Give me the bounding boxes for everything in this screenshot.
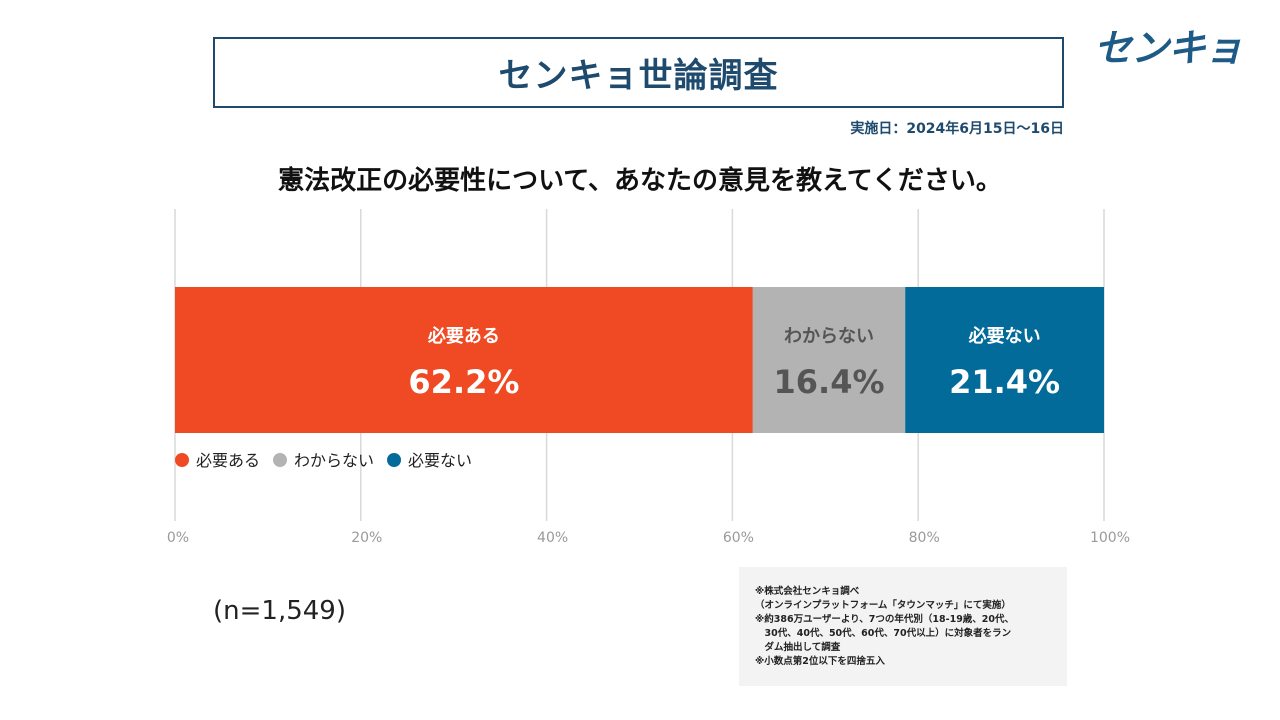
legend-marker: [387, 453, 402, 467]
senkyo-logo: センキョ: [1094, 26, 1243, 70]
footnote-line: ダム抽出して調査: [755, 642, 841, 653]
legend-marker: [273, 453, 288, 467]
x-tick-label: 60%: [723, 530, 754, 546]
bar-segment: [175, 287, 753, 433]
footnote-box: ※株式会社センキョ調べ （オンラインプラットフォーム「タウンマッチ」にて実施） …: [739, 567, 1067, 686]
footnote-line: ※株式会社センキョ調べ: [755, 586, 860, 597]
segment-value-label: 21.4%: [949, 363, 1060, 401]
x-tick-label: 0%: [167, 530, 189, 546]
segment-name-label: 必要ない: [968, 325, 1041, 347]
x-tick-label: 20%: [351, 530, 382, 546]
survey-question: 憲法改正の必要性について、あなたの意見を教えてください。: [278, 166, 1002, 196]
legend-label: わからない: [294, 451, 374, 470]
page-title: センキョ世論調査: [498, 56, 779, 96]
sample-size: (n=1,549): [213, 596, 346, 626]
footnote-line: 30代、40代、50代、60代、70代以上）に対象者をラン: [755, 628, 1012, 639]
survey-date: 実施日：2024年6月15日～16日: [850, 121, 1064, 137]
segment-value-label: 16.4%: [774, 363, 885, 401]
footnote-line: ※小数点第2位以下を四捨五入: [755, 656, 885, 667]
legend-marker: [175, 453, 189, 467]
footnote-line: （オンラインプラットフォーム「タウンマッチ」にて実施）: [755, 600, 1011, 611]
segment-value-label: 62.2%: [408, 363, 519, 401]
x-tick-label: 80%: [909, 530, 940, 546]
title-box: センキョ世論調査: [213, 37, 1064, 108]
bar-segment: [752, 287, 906, 433]
footnote-line: ※約386万ユーザーより、7つの年代別（18-19歳、20代、: [755, 614, 1015, 625]
x-tick-label: 40%: [537, 530, 568, 546]
segment-name-label: 必要ある: [427, 325, 500, 347]
segment-name-label: わからない: [784, 326, 874, 347]
legend-label: 必要ある: [196, 451, 260, 470]
bar-segment: [905, 287, 1104, 433]
legend-label: 必要ない: [408, 451, 472, 470]
x-tick-label: 100%: [1090, 530, 1130, 546]
